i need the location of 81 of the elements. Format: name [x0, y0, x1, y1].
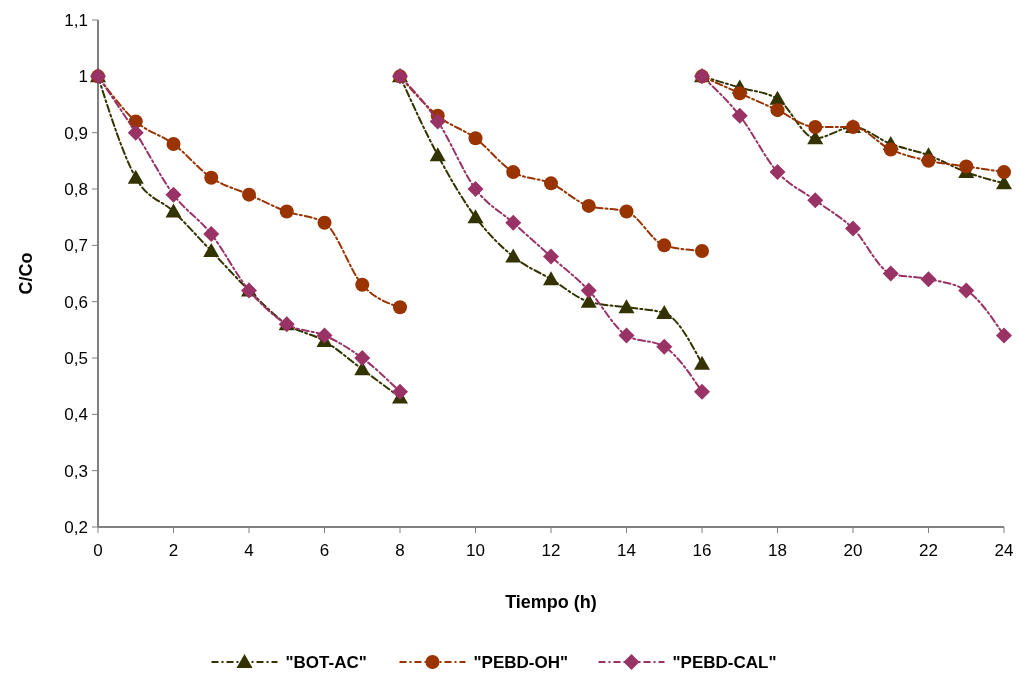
point — [544, 176, 558, 191]
point — [468, 131, 483, 146]
point — [392, 383, 408, 400]
point — [127, 169, 144, 184]
point — [165, 203, 182, 218]
point — [317, 215, 332, 230]
point — [694, 355, 710, 370]
point — [279, 204, 294, 219]
point — [393, 300, 407, 315]
x-tick-label: 24 — [994, 541, 1014, 560]
y-tick-label: 0,6 — [64, 292, 88, 312]
x-tick-label: 0 — [93, 541, 103, 560]
x-tick-label: 6 — [319, 541, 330, 560]
point — [505, 248, 522, 263]
point — [165, 186, 182, 203]
y-tick-label: 0,2 — [64, 517, 88, 537]
point — [808, 120, 823, 135]
x-tick-label: 12 — [541, 541, 561, 560]
y-tick-label: 0,7 — [64, 236, 88, 256]
point — [656, 338, 673, 355]
point — [203, 226, 220, 243]
point — [467, 209, 484, 224]
legend-label: "PEBD-OH" — [473, 652, 569, 672]
point — [127, 124, 144, 141]
point — [695, 243, 709, 258]
point — [543, 271, 559, 286]
point — [618, 299, 635, 314]
point — [732, 86, 747, 101]
point — [166, 136, 181, 151]
point — [883, 142, 898, 157]
point — [204, 170, 219, 185]
point — [731, 107, 748, 124]
y-tick-label: 1 — [78, 67, 88, 87]
point — [618, 327, 635, 344]
point — [807, 192, 824, 209]
point — [657, 238, 672, 253]
point — [920, 271, 937, 288]
point — [997, 165, 1011, 180]
point — [467, 181, 484, 197]
x-tick-label: 22 — [919, 541, 938, 560]
y-tick-label: 1,1 — [64, 10, 88, 30]
point — [316, 327, 333, 344]
x-tick-label: 20 — [843, 541, 863, 560]
point — [505, 214, 522, 231]
point — [506, 165, 521, 180]
legend-label: "BOT-AC" — [285, 652, 367, 672]
point — [996, 327, 1012, 344]
point — [429, 113, 446, 130]
point — [958, 282, 975, 299]
x-tick-label: 18 — [768, 541, 787, 560]
point — [203, 242, 220, 257]
y-tick-label: 0,4 — [64, 405, 88, 425]
point — [581, 198, 596, 213]
point — [242, 187, 256, 202]
point — [882, 265, 899, 282]
point — [355, 277, 370, 292]
x-tick-label: 2 — [168, 541, 179, 560]
x-tick-label: 8 — [395, 541, 405, 560]
point — [619, 204, 634, 219]
y-axis-title: C/Co — [16, 252, 36, 295]
x-tick-label: 10 — [466, 541, 485, 560]
point — [429, 147, 446, 162]
y-tick-label: 0,5 — [64, 348, 88, 368]
x-tick-label: 14 — [617, 541, 636, 560]
point — [694, 383, 710, 400]
point — [543, 248, 559, 265]
point — [769, 164, 786, 181]
x-tick-label: 16 — [692, 541, 712, 560]
point — [921, 153, 936, 168]
y-tick-label: 0,8 — [64, 179, 88, 199]
y-tick-label: 0,9 — [64, 123, 88, 143]
point — [770, 103, 785, 118]
point — [656, 304, 673, 319]
point — [354, 350, 371, 366]
x-tick-label: 4 — [244, 541, 254, 560]
point — [580, 282, 597, 299]
x-axis-title: Tiempo (h) — [505, 592, 597, 612]
y-tick-label: 0,3 — [64, 461, 88, 481]
point — [959, 159, 974, 174]
legend-label: "PEBD-CAL" — [672, 652, 777, 672]
point — [845, 220, 861, 237]
